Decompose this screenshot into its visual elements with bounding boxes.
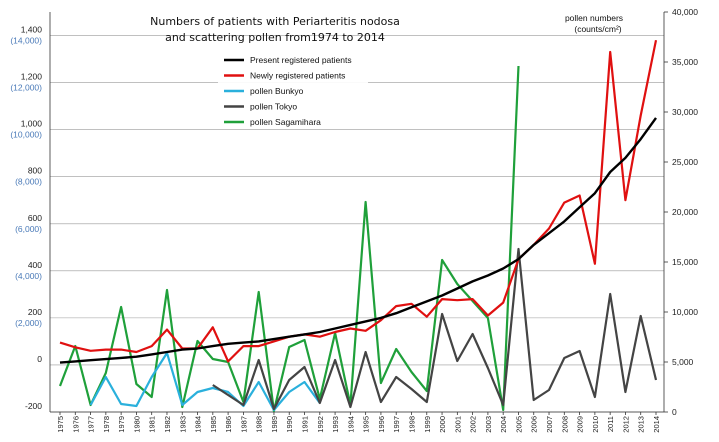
legend-entry: pollen Tokyo <box>250 102 297 112</box>
left-tick-label: 800 <box>28 166 42 176</box>
x-tick-label: 1985 <box>209 416 218 433</box>
x-tick-label: 2008 <box>560 416 569 433</box>
left-tick-label: 1,200 <box>21 72 43 82</box>
x-tick-label: 2003 <box>484 416 493 433</box>
x-tick-label: 2010 <box>591 416 600 433</box>
x-tick-label: 2002 <box>469 416 478 433</box>
series-line-pollen-sagamihara <box>58 65 520 413</box>
right-tick-label: 5,000 <box>672 357 694 367</box>
right-tick-label: 25,000 <box>672 157 698 167</box>
right-axis-title-line-1: pollen numbers <box>565 13 623 23</box>
x-tick-label: 1981 <box>148 416 157 433</box>
legend-entry: pollen Sagamihara <box>250 117 321 127</box>
x-tick-label: 1979 <box>117 416 126 433</box>
x-tick-label: 2001 <box>453 416 462 433</box>
x-tick-label: 1992 <box>316 416 325 433</box>
legend-background <box>218 50 368 128</box>
series-line-newly-registered-patients <box>59 39 658 363</box>
x-tick-label: 1976 <box>71 416 80 433</box>
x-tick-label: 2012 <box>621 416 630 433</box>
left-tick-secondary-label: (8,000) <box>15 177 42 187</box>
left-tick-label: 0 <box>37 354 42 364</box>
x-tick-label: 1975 <box>56 416 65 433</box>
left-tick-label: 1,400 <box>21 25 43 35</box>
x-tick-label: 1988 <box>255 416 264 433</box>
x-tick-label: 1995 <box>362 416 371 433</box>
x-tick-label: 2013 <box>637 416 646 433</box>
legend: Present registered patients Newly registe… <box>218 50 368 128</box>
x-tick-label: 1977 <box>87 416 96 433</box>
right-axis-title-line-2: (counts/cm²) <box>574 24 621 34</box>
right-tick-label: 0 <box>672 407 677 417</box>
x-tick-label: 1993 <box>331 416 340 433</box>
left-tick-labels: 1,400(14,000) 1,200(12,000) 1,000(10,000) 8… <box>10 25 42 411</box>
x-tick-labels: 1975 1976 1977 1978 1979 1980 1981 1982 1983 1984… <box>56 412 661 433</box>
left-tick-secondary-label: (10,000) <box>10 130 42 140</box>
x-tick-label: 1994 <box>346 416 355 433</box>
right-tick-label: 40,000 <box>672 7 698 17</box>
x-tick-label: 2014 <box>652 416 661 433</box>
x-tick-label: 1982 <box>163 416 172 433</box>
x-tick-label: 2007 <box>545 416 554 433</box>
right-tick-label: 15,000 <box>672 257 698 267</box>
legend-entry: Present registered patients <box>250 55 352 65</box>
x-tick-label: 1987 <box>239 416 248 433</box>
x-tick-label: 1991 <box>301 416 310 433</box>
x-tick-label: 1990 <box>285 416 294 433</box>
x-tick-label: 2004 <box>499 416 508 433</box>
x-tick-label: 2009 <box>576 416 585 433</box>
left-tick-secondary-label: (6,000) <box>15 224 42 234</box>
series-lines <box>58 39 658 413</box>
left-tick-label: -200 <box>25 401 42 411</box>
left-tick-label: 400 <box>28 260 42 270</box>
x-tick-label: 1989 <box>270 416 279 433</box>
left-tick-secondary-label: (14,000) <box>10 36 42 46</box>
left-tick-label: 200 <box>28 307 42 317</box>
x-tick-label: 1986 <box>224 416 233 433</box>
x-tick-label: 1997 <box>392 416 401 433</box>
x-tick-label: 1999 <box>423 416 432 433</box>
x-tick-label: 1984 <box>194 416 203 433</box>
x-tick-label: 1983 <box>178 416 187 433</box>
chart-title-line-2: and scattering pollen from1974 to 2014 <box>165 31 385 44</box>
x-tick-label: 1998 <box>407 416 416 433</box>
series-line-present-registered-patients <box>59 117 657 364</box>
x-tick-label: 2006 <box>530 416 539 433</box>
right-tick-labels: 0 5,000 10,000 15,000 20,000 25,000 30,000 35,0… <box>664 7 698 417</box>
left-tick-label: 600 <box>28 213 42 223</box>
legend-entry: pollen Bunkyo <box>250 86 304 96</box>
series-line-pollen-tokyo <box>212 247 658 411</box>
right-tick-label: 20,000 <box>672 207 698 217</box>
x-tick-label: 2005 <box>514 416 523 433</box>
left-tick-secondary-label: (2,000) <box>15 318 42 328</box>
left-tick-secondary-label: (4,000) <box>15 271 42 281</box>
right-tick-label: 30,000 <box>672 107 698 117</box>
x-tick-label: 1978 <box>102 416 111 433</box>
right-tick-label: 10,000 <box>672 307 698 317</box>
left-tick-label: 1,000 <box>21 119 43 129</box>
chart-title-line-1: Numbers of patients with Periarteritis n… <box>150 15 400 28</box>
x-tick-label: 1996 <box>377 416 386 433</box>
left-tick-secondary-label: (12,000) <box>10 83 42 93</box>
right-tick-label: 35,000 <box>672 57 698 67</box>
x-tick-label: 2011 <box>606 416 615 432</box>
series-line-pollen-bunkyo <box>89 351 321 412</box>
x-tick-label: 1980 <box>132 416 141 433</box>
x-tick-label: 2000 <box>438 416 447 433</box>
legend-entry: Newly registered patients <box>250 71 345 81</box>
